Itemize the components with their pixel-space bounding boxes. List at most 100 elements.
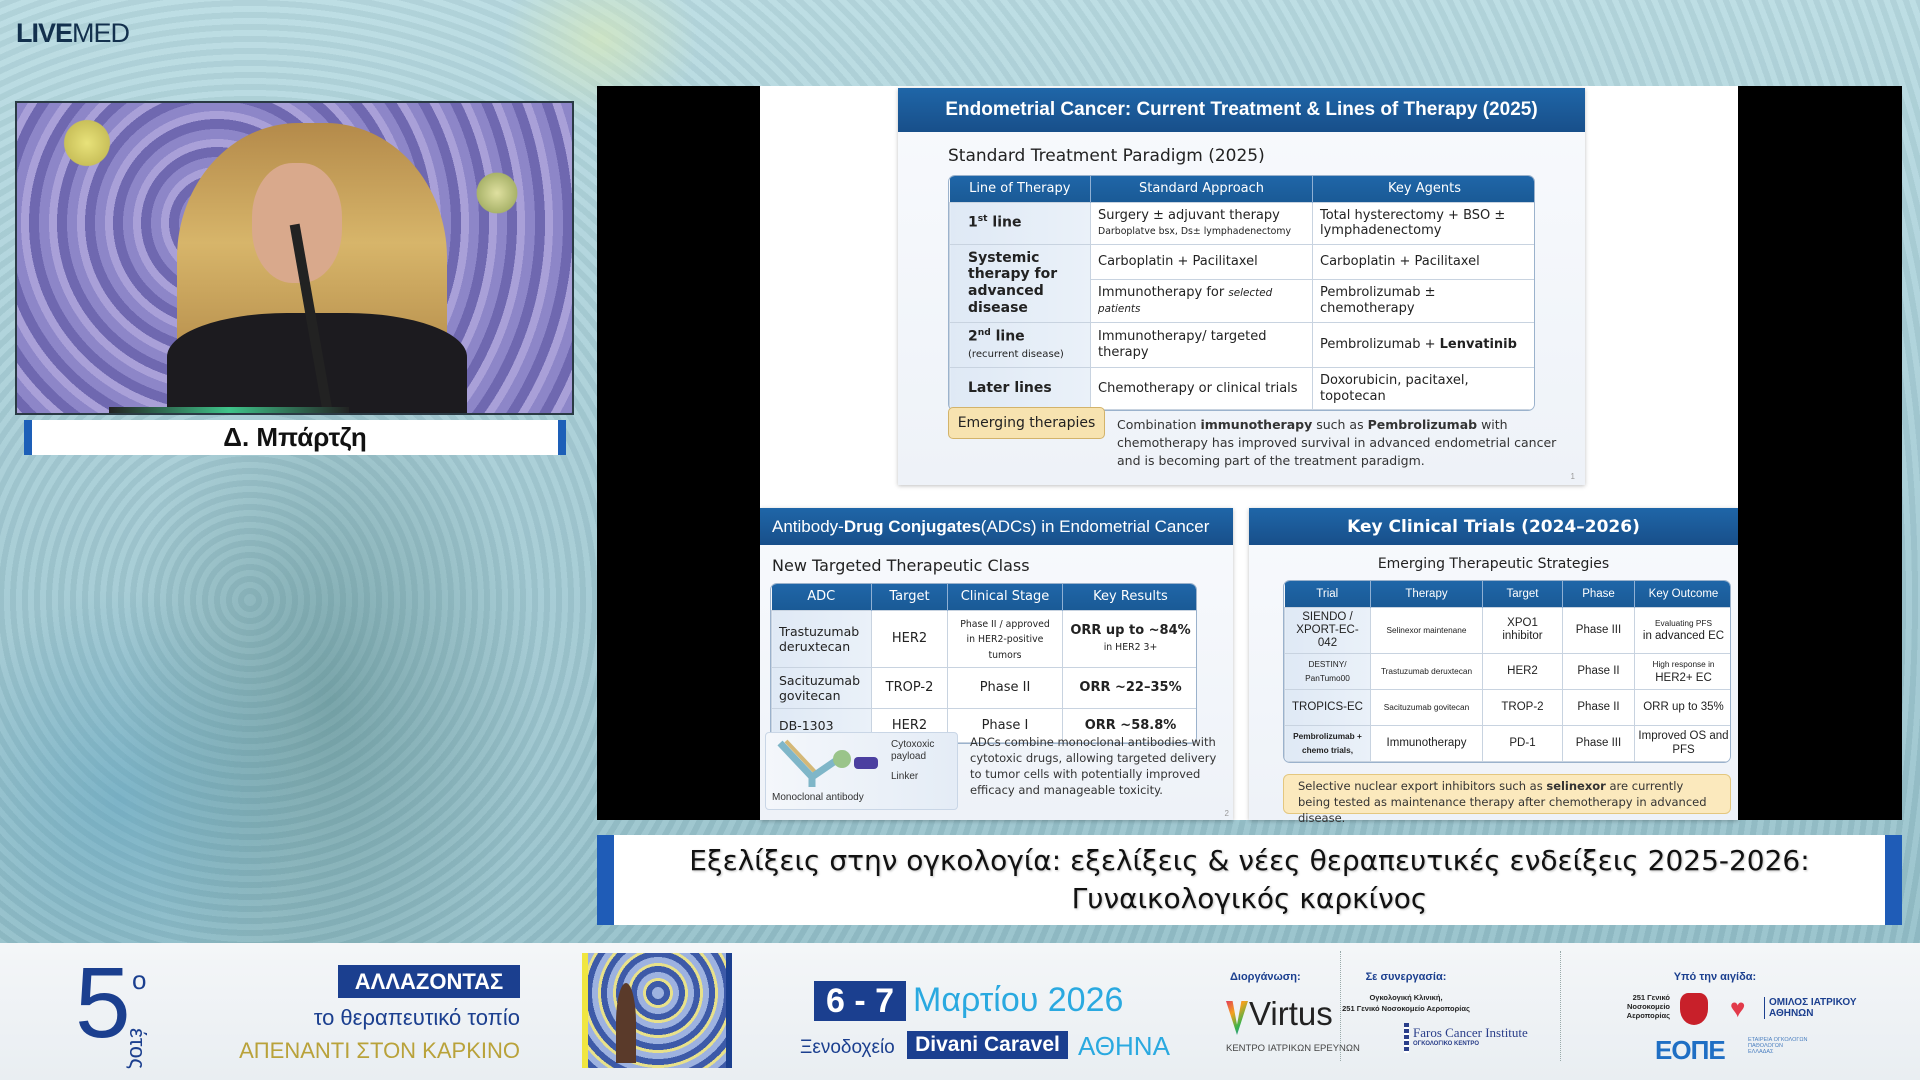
footer-banner: 5 ο έτος ΑΛΛΑΖΟΝΤΑΣ το θεραπευτικό τοπίο… bbox=[0, 943, 1920, 1080]
text-segment: Systemic therapy for advanced disease bbox=[968, 249, 1058, 317]
table-cell: Phase II bbox=[1562, 689, 1635, 727]
hospital-name: 251 Γενικό Νοσοκομείο Αεροπορίας bbox=[1626, 993, 1670, 1020]
table-cell: PD-1 bbox=[1482, 725, 1563, 763]
table-row: 1st line Surgery ± adjuvant therapy Darbop… bbox=[949, 201, 1534, 245]
edition-word: έτος bbox=[125, 1028, 150, 1070]
table-cell: ORR up to 35% bbox=[1634, 689, 1730, 727]
adc-note: ADCs combine monoclonal antibodies with … bbox=[970, 735, 1217, 797]
column-header: ADC bbox=[771, 584, 872, 610]
table-cell: Systemic therapy for advanced disease bbox=[949, 243, 1091, 323]
table-cell: 2nd line (recurrent disease) bbox=[949, 321, 1091, 369]
trials-note: Selective nuclear export inhibitors such… bbox=[1283, 774, 1731, 825]
table-row: Trastuzumab deruxtecan HER2 Phase II / app… bbox=[771, 609, 1196, 669]
text-segment: with chemotherapy has improved survival … bbox=[1117, 417, 1557, 468]
table-cell: DESTINY/ PanTumo00 bbox=[1284, 653, 1371, 691]
trials-subtitle: Emerging Therapeutic Strategies bbox=[1377, 556, 1610, 572]
text-segment: (recurrent disease) bbox=[968, 349, 1064, 361]
starry-night-artwork bbox=[582, 953, 732, 1068]
table-cell: High response in HER2+ EC bbox=[1634, 653, 1730, 691]
table-row: Systemic therapy for advanced disease Car… bbox=[949, 243, 1534, 323]
city: ΑΘΗΝΑ bbox=[1078, 1031, 1170, 1061]
text-segment: (ADCs) in Endometrial Cancer bbox=[980, 516, 1210, 536]
text-segment: Trastuzumab deruxtecan bbox=[1380, 667, 1473, 677]
trials-table-wrap: Trial Therapy Target Phase Key Outcome SIENDO… bbox=[1283, 580, 1731, 764]
table-cell: TROP-2 bbox=[871, 667, 948, 710]
table-row: TROPICS-EC Sacituzumab govitecan TROP-2 Pha… bbox=[1284, 689, 1730, 727]
text-segment: Combination bbox=[1117, 417, 1201, 432]
text-segment: Evaluating PFS bbox=[1655, 619, 1712, 629]
table-cell: Immunotherapy/ targeted therapy bbox=[1090, 321, 1313, 369]
text-segment: Sacituzumab govitecan bbox=[1383, 703, 1470, 713]
treatment-card-title: Endometrial Cancer: Current Treatment & … bbox=[898, 88, 1585, 132]
divider bbox=[1340, 951, 1341, 1061]
table-cell: Phase III bbox=[1562, 606, 1635, 655]
trials-title: Key Clinical Trials (2024–2026) bbox=[1249, 508, 1738, 545]
table-cell: TROP-2 bbox=[1482, 689, 1563, 727]
text-segment: Selinexor maintenane bbox=[1386, 625, 1467, 635]
column-header: Standard Approach bbox=[1090, 176, 1313, 202]
event-dates: 6 - 7 bbox=[814, 981, 906, 1021]
table-row: Pembrolizumab + chemo trials, Immunothera… bbox=[1284, 725, 1730, 763]
table-row: Later lines Chemotherapy or clinical tria… bbox=[949, 367, 1534, 411]
table-cell: Carboplatin + Pacilitaxel bbox=[1312, 243, 1534, 280]
table-row: Immunotherapy for selected patients Pembr… bbox=[950, 278, 1534, 323]
table-cell: Phase III bbox=[1562, 725, 1635, 763]
table-cell: Carboplatin + Pacilitaxel bbox=[1090, 243, 1313, 280]
table-cell: HER2 bbox=[871, 609, 948, 669]
emerging-note: Combination immunotherapy such as Pembro… bbox=[1117, 416, 1567, 470]
text-segment: Later lines bbox=[968, 380, 1052, 397]
antibody-label: Monoclonal antibody bbox=[772, 792, 864, 803]
headline-line2: το θεραπευτικό τοπίο bbox=[313, 1005, 520, 1030]
column-header: Phase bbox=[1562, 581, 1635, 607]
hospital-emblem-icon bbox=[1680, 993, 1708, 1025]
text-segment: Surgery ± adjuvant therapy bbox=[1098, 207, 1280, 223]
table-cell: ORR ~22–35% bbox=[1062, 667, 1196, 710]
text-segment: in HER2-positive tumors bbox=[966, 634, 1044, 661]
text-segment: in advanced EC bbox=[1642, 630, 1725, 643]
table-cell: Trastuzumab deruxtecan bbox=[771, 609, 872, 669]
column-header: Therapy bbox=[1370, 581, 1483, 607]
column-header: Trial bbox=[1284, 581, 1371, 607]
table-cell: Phase II / approved in HER2-positive tumo… bbox=[947, 609, 1063, 669]
adc-table: ADC Target Clinical Stage Key Results Trastu… bbox=[771, 584, 1196, 744]
table-row: Sacituzumab govitecan TROP-2 Phase II ORR ~… bbox=[771, 667, 1196, 710]
text-segment: Pembrolizumab + chemo trials, bbox=[1293, 732, 1362, 755]
text-segment: ORR ~22–35% bbox=[1079, 680, 1182, 696]
table-cell: Total hysterectomy + BSO ± lymphadenecto… bbox=[1312, 201, 1534, 245]
text-segment: HER2+ EC bbox=[1655, 671, 1712, 684]
emerging-therapies-button[interactable]: Emerging therapies bbox=[948, 407, 1105, 439]
divider bbox=[1560, 951, 1561, 1061]
table-cell: Pembrolizumab ± chemotherapy bbox=[1312, 278, 1534, 323]
partner-line2: 251 Γενικό Νοσοκομείο Αεροπορίας bbox=[1342, 1004, 1470, 1013]
table-row: 2nd line (recurrent disease) Immunotherapy… bbox=[949, 321, 1534, 369]
speaker-name: Δ. Μπάρτζη bbox=[24, 420, 566, 455]
linker-label: Linker bbox=[891, 771, 919, 782]
hotel-name: Divani Caravel bbox=[907, 1031, 1068, 1059]
text-segment: line bbox=[987, 215, 1022, 232]
text-segment: in HER2 3+ bbox=[1103, 641, 1158, 653]
partner-label: Σε συνεργασία: bbox=[1365, 971, 1447, 983]
text-segment: selected patients bbox=[1098, 287, 1273, 315]
adc-title: Antibody- Drug Conjugates (ADCs) in Endom… bbox=[760, 508, 1233, 545]
text-segment: Pembrolizumab bbox=[1367, 417, 1478, 432]
lighthouse-icon bbox=[1404, 1023, 1409, 1053]
treatment-table: Line of Therapy Standard Approach Key Agen… bbox=[949, 176, 1534, 411]
eope-logo: ΕΟΠΕ bbox=[1655, 1035, 1726, 1065]
text-segment: 2 bbox=[968, 328, 978, 345]
table-row: DESTINY/ PanTumo00 Trastuzumab deruxtecan… bbox=[1284, 653, 1730, 691]
headline-line3: ΑΠΕΝΑΝΤΙ ΣΤΟΝ ΚΑΡΚΙΝΟ bbox=[239, 1038, 520, 1063]
video-bar bbox=[109, 407, 349, 413]
text-segment: High response in bbox=[1652, 660, 1715, 670]
faros-sub: ΟΓΚΟΛΟΓΙΚΟ ΚΕΝΤΡΟ bbox=[1413, 1041, 1480, 1047]
column-header: Key Results bbox=[1062, 584, 1196, 610]
faros-name: Faros Cancer Institute bbox=[1413, 1025, 1528, 1040]
table-row: SIENDO / XPORT-EC-042 Selinexor maintenan… bbox=[1284, 606, 1730, 655]
page-number: 1 bbox=[1570, 472, 1575, 481]
text-segment: such as bbox=[1312, 417, 1368, 432]
omilos-name: ΟΜΙΛΟΣ ΙΑΤΡΙΚΟΥ ΑΘΗΝΩΝ bbox=[1764, 997, 1874, 1019]
text-segment: Lenvatinib bbox=[1439, 337, 1517, 353]
text-segment: nd bbox=[977, 327, 991, 338]
text-segment: 1 bbox=[968, 215, 978, 232]
table-cell: ORR ~58.8% bbox=[1062, 708, 1196, 744]
column-header: Clinical Stage bbox=[947, 584, 1063, 610]
